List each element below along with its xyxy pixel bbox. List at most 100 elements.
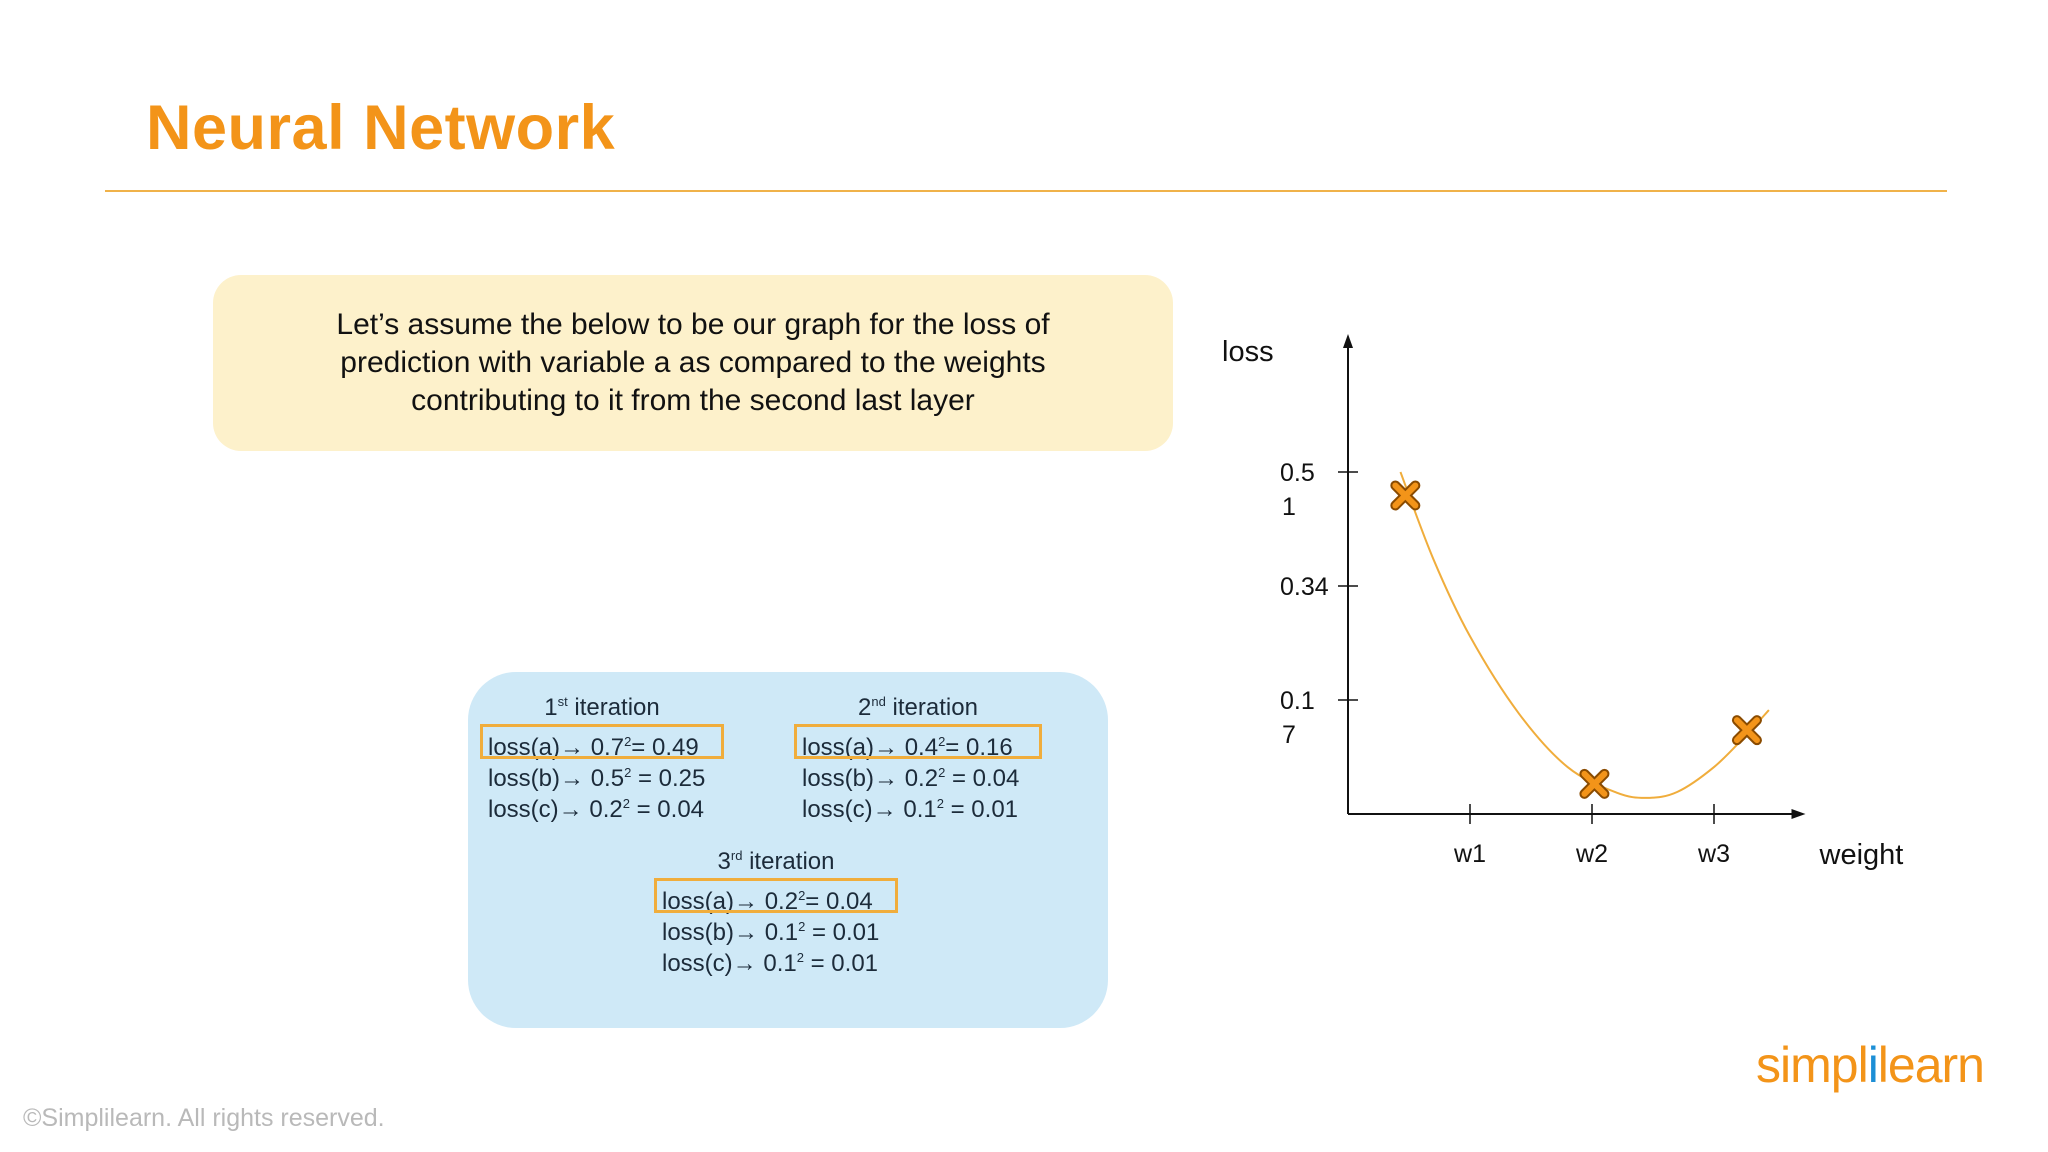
arrow-icon: →	[732, 950, 764, 977]
square-exponent: 2	[938, 765, 946, 780]
iteration-label: iteration	[567, 694, 660, 721]
x-tick-label: w3	[1697, 840, 1730, 868]
callout-line-3: contributing to it from the second last …	[411, 384, 975, 417]
arrow-icon: →	[558, 796, 590, 823]
loss-result: = 0.04	[805, 888, 873, 915]
loss-row: loss(b)→ 0.52 = 0.25	[482, 757, 722, 792]
top-bar-segment-blue	[1713, 0, 2048, 8]
iteration-ordinal: 2	[858, 694, 872, 721]
loss-base: 0.7	[590, 734, 625, 761]
logo-part-simpl: simpl	[1756, 1037, 1869, 1093]
arrow-icon: →	[734, 919, 765, 946]
iteration-ordinal-suffix: nd	[871, 694, 886, 709]
loss-base: 0.4	[904, 734, 939, 761]
y-tick-label: 0.5 1	[1280, 459, 1315, 521]
iteration-heading: 3rd iteration	[656, 848, 896, 876]
loss-row: loss(c)→ 0.12 = 0.01	[796, 788, 1040, 823]
data-point-x-marker-icon	[1579, 768, 1610, 799]
iteration-block-2: 2nd iteration loss(a)→ 0.42= 0.16 loss(b)→…	[794, 694, 1042, 823]
loss-row: loss(c)→ 0.12 = 0.01	[656, 942, 896, 977]
loss-result: = 0.01	[803, 950, 879, 977]
iteration-heading: 2nd iteration	[796, 694, 1040, 722]
loss-name: loss(c)	[662, 950, 733, 977]
loss-result: = 0.16	[945, 734, 1013, 761]
iteration-block-3: 3rd iteration loss(a)→ 0.22= 0.04 loss(b)→…	[654, 848, 898, 977]
loss-row-highlighted: loss(a)→ 0.72= 0.49	[480, 724, 724, 761]
loss-result: = 0.01	[805, 919, 880, 946]
square-exponent: 2	[936, 796, 944, 811]
simplilearn-logo: simplilearn	[1756, 1036, 1985, 1094]
iteration-ordinal: 3	[717, 848, 731, 875]
loss-row: loss(b)→ 0.22 = 0.04	[796, 757, 1040, 792]
square-exponent: 2	[938, 734, 946, 749]
logo-part-learn: learn	[1877, 1037, 1985, 1093]
loss-base: 0.2	[904, 765, 939, 792]
loss-result: = 0.49	[631, 734, 699, 761]
loss-name: loss(a)	[662, 888, 735, 915]
iteration-block-1: 1st iteration loss(a)→ 0.72= 0.49 loss(b)→…	[480, 694, 724, 823]
slide-title: Neural Network	[146, 93, 616, 163]
loss-name: loss(b)	[802, 765, 875, 792]
loss-row-highlighted: loss(a)→ 0.22= 0.04	[654, 878, 898, 915]
top-bar-segment-orange	[0, 0, 795, 8]
arrow-icon: →	[874, 765, 905, 792]
loss-name: loss(a)	[802, 734, 875, 761]
y-axis-label: loss	[1222, 336, 1274, 368]
callout-line-1: Let’s assume the below to be our graph f…	[336, 308, 1050, 341]
loss-row: loss(c)→ 0.22 = 0.04	[482, 788, 722, 823]
arrow-icon: →	[560, 765, 591, 792]
loss-name: loss(c)	[488, 796, 559, 823]
copyright-text: ©Simplilearn. All rights reserved.	[23, 1104, 385, 1132]
data-point-x-marker-icon	[1390, 480, 1421, 511]
iteration-ordinal-suffix: rd	[730, 848, 743, 863]
loss-curve	[1399, 471, 1770, 799]
loss-base: 0.2	[589, 796, 623, 823]
arrow-icon: →	[734, 888, 765, 915]
loss-chart: loss weight 0.5 1 0.34 0.1 7 w1 w2 w3	[1200, 330, 1940, 895]
arrow-icon: →	[872, 796, 904, 823]
x-axis-label: weight	[1819, 839, 1904, 871]
loss-row-highlighted: loss(a)→ 0.42= 0.16	[794, 724, 1042, 761]
y-axis-arrowhead	[1343, 334, 1353, 348]
callout-text: Let’s assume the below to be our graph f…	[336, 306, 1049, 420]
loss-name: loss(c)	[802, 796, 873, 823]
loss-base: 0.1	[903, 796, 937, 823]
loss-name: loss(b)	[662, 919, 735, 946]
iteration-label: iteration	[742, 848, 835, 875]
square-exponent: 2	[624, 734, 632, 749]
callout-box: Let’s assume the below to be our graph f…	[213, 275, 1173, 451]
top-bar-segment-green	[1292, 0, 1713, 8]
y-tick-label: 0.1 7	[1280, 687, 1315, 749]
callout-line-2: prediction with variable a as compared t…	[340, 346, 1046, 379]
square-exponent: 2	[622, 796, 630, 811]
loss-base: 0.1	[763, 950, 797, 977]
iteration-label: iteration	[885, 694, 978, 721]
loss-result: = 0.04	[629, 796, 705, 823]
x-axis-arrowhead	[1791, 809, 1806, 819]
x-tick-label: w1	[1453, 840, 1486, 868]
loss-chart-svg: loss weight 0.5 1 0.34 0.1 7 w1 w2 w3	[1222, 334, 1904, 871]
top-color-bar	[0, 0, 2048, 8]
square-exponent: 2	[796, 950, 804, 965]
data-point-x-marker-icon	[1731, 715, 1762, 746]
iteration-ordinal-suffix: st	[557, 694, 568, 709]
y-tick-label: 0.34	[1280, 573, 1329, 601]
loss-row: loss(b)→ 0.12 = 0.01	[656, 911, 896, 946]
top-bar-segment-dark-orange	[795, 0, 1292, 8]
square-exponent: 2	[798, 888, 806, 903]
square-exponent: 2	[798, 919, 806, 934]
loss-name: loss(b)	[488, 765, 561, 792]
arrow-icon: →	[874, 734, 905, 761]
loss-base: 0.2	[764, 888, 799, 915]
iteration-heading: 1st iteration	[482, 694, 722, 722]
loss-result: = 0.04	[945, 765, 1020, 792]
title-divider	[105, 190, 1947, 192]
logo-part-i: i	[1867, 1037, 1879, 1093]
x-tick-label: w2	[1575, 840, 1608, 868]
loss-name: loss(a)	[488, 734, 561, 761]
square-exponent: 2	[624, 765, 632, 780]
iterations-panel: 1st iteration loss(a)→ 0.72= 0.49 loss(b)→…	[468, 672, 1108, 1028]
iteration-ordinal: 1	[544, 694, 558, 721]
loss-result: = 0.25	[631, 765, 706, 792]
loss-base: 0.5	[590, 765, 625, 792]
